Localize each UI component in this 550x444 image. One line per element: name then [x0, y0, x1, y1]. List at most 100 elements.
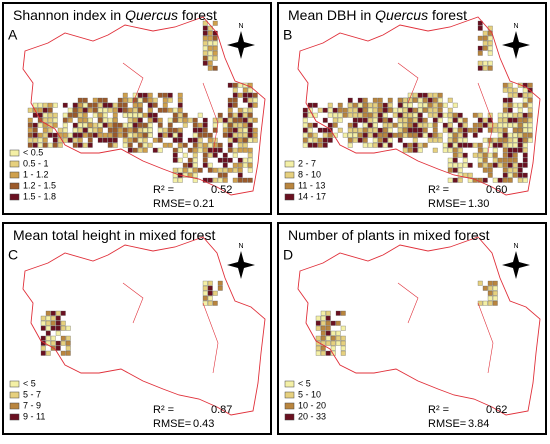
grid-cell: [377, 127, 383, 133]
grid-cell: [367, 122, 373, 128]
grid-cell: [477, 122, 483, 128]
compass-label: N: [513, 23, 518, 30]
grid-cell: [202, 50, 208, 56]
grid-cell: [122, 92, 128, 98]
grid-cell: [497, 127, 503, 133]
grid-cell: [92, 97, 98, 103]
grid-cell: [242, 122, 248, 128]
grid-cell: [107, 137, 113, 143]
grid-cell: [527, 102, 533, 108]
grid-cell: [202, 290, 208, 296]
grid-cell: [132, 102, 138, 108]
grid-cell: [82, 97, 88, 103]
grid-cell: [457, 177, 463, 183]
grid-cell: [132, 112, 138, 118]
grid-cell: [352, 112, 358, 118]
rmse-value: 0.43: [193, 418, 214, 430]
grid-cell: [362, 102, 368, 108]
grid-cell: [322, 107, 328, 113]
grid-cell: [77, 132, 83, 138]
grid-cell: [162, 97, 168, 103]
grid-cell: [207, 30, 213, 36]
grid-cell: [60, 310, 66, 316]
grid-cell: [512, 137, 518, 143]
grid-cell: [457, 167, 463, 173]
grid-cell: [337, 102, 343, 108]
grid-cell: [207, 162, 213, 168]
grid-cell: [327, 102, 333, 108]
grid-cell: [237, 122, 243, 128]
grid-cell: [52, 132, 58, 138]
grid-cell: [197, 127, 203, 133]
grid-cell: [87, 102, 93, 108]
grid-cell: [382, 112, 388, 118]
grid-cell: [137, 97, 143, 103]
grid-cell: [52, 137, 58, 143]
grid-cell: [72, 132, 78, 138]
grid-cell: [447, 112, 453, 118]
grid-cell: [307, 122, 313, 128]
grid-cell: [252, 102, 258, 108]
grid-cell: [432, 107, 438, 113]
grid-cell: [247, 152, 253, 158]
grid-cell: [207, 177, 213, 183]
grid-cell: [207, 147, 213, 153]
grid-cell: [325, 330, 331, 336]
grid-cell: [502, 157, 508, 163]
grid-cell: [437, 112, 443, 118]
grid-cell: [477, 117, 483, 123]
grid-cell: [152, 117, 158, 123]
title-part: forest: [178, 7, 217, 23]
boundary-inner: [397, 282, 494, 374]
grid-cell: [55, 310, 61, 316]
grid-cell: [167, 122, 173, 128]
grid-cell: [327, 122, 333, 128]
grid-cell: [302, 107, 308, 113]
grid-cell: [312, 137, 318, 143]
grid-cell: [320, 335, 326, 341]
grid-cell: [182, 152, 188, 158]
grid-cell: [62, 137, 68, 143]
grid-cell: [122, 142, 128, 148]
grid-cell: [522, 87, 528, 93]
grid-cell: [472, 112, 478, 118]
grid-cell: [492, 300, 498, 306]
grid-cell: [382, 137, 388, 143]
grid-cell: [387, 127, 393, 133]
grid-cell: [55, 340, 61, 346]
grid-cell: [237, 157, 243, 163]
grid-cell: [82, 122, 88, 128]
grid-cell: [27, 107, 33, 113]
grid-cell: [347, 137, 353, 143]
grid-cell: [372, 102, 378, 108]
grid-cell: [512, 172, 518, 178]
grid-cell: [412, 127, 418, 133]
title-part: Number of plants in mixed forest: [288, 227, 490, 243]
grid-cell: [202, 20, 208, 26]
grid-cell: [40, 350, 46, 356]
panel-title: Shannon index in Quercus forest: [13, 7, 217, 23]
grid-cell: [512, 112, 518, 118]
grid-cell: [397, 137, 403, 143]
grid-cell: [252, 92, 258, 98]
grid-cell: [357, 127, 363, 133]
grid-cell: [187, 137, 193, 143]
grid-cell: [222, 122, 228, 128]
grid-cell: [417, 92, 423, 98]
grid-cell: [227, 157, 233, 163]
grid-cell: [512, 162, 518, 168]
grid-cell: [407, 142, 413, 148]
grid-cell: [407, 117, 413, 123]
grid-cell: [422, 97, 428, 103]
grid-cell: [320, 325, 326, 331]
grid-cell: [172, 147, 178, 153]
grid-cell: [322, 117, 328, 123]
grid-cell: [387, 97, 393, 103]
grid-cell: [112, 122, 118, 128]
grid-cell: [182, 142, 188, 148]
grid-cell: [507, 162, 513, 168]
grid-cell: [522, 162, 528, 168]
grid-cell: [27, 127, 33, 133]
grid-cell: [122, 122, 128, 128]
grid-cell: [422, 127, 428, 133]
